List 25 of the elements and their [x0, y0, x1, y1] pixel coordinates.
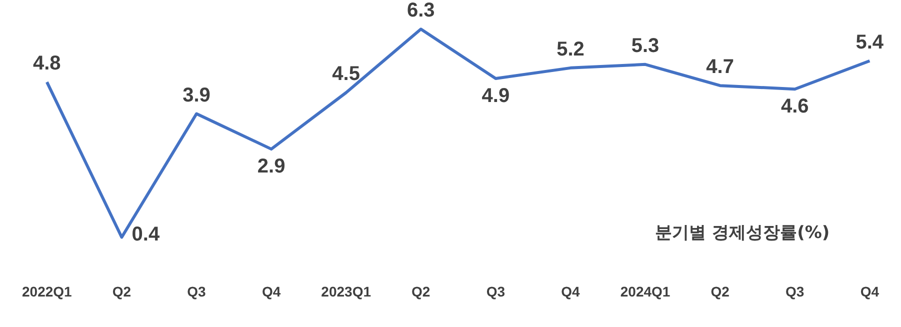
data-label: 3.9	[182, 84, 210, 106]
data-label: 4.8	[33, 52, 61, 75]
x-tick-label: Q3	[187, 283, 206, 300]
x-tick-label: 2023Q1	[321, 283, 372, 300]
x-tick-label: 2022Q1	[22, 283, 72, 300]
data-label: 5.4	[856, 31, 884, 54]
data-label: 5.3	[631, 34, 660, 57]
x-tick-label: Q3	[786, 283, 804, 300]
data-label: 2.9	[257, 156, 286, 178]
data-label: 5.2	[556, 38, 584, 60]
data-label: 4.6	[780, 96, 809, 118]
x-tick-label: Q2	[112, 283, 132, 300]
data-label: 4.9	[482, 85, 510, 108]
data-label: 0.4	[132, 224, 160, 246]
x-tick-label: Q4	[561, 283, 580, 300]
x-tick-label: Q3	[486, 283, 506, 300]
x-tick-label: Q4	[860, 283, 880, 300]
data-label: 6.3	[406, 0, 435, 22]
x-tick-label: Q4	[262, 283, 281, 300]
x-tick-label: Q2	[710, 283, 730, 300]
x-tick-label: 2024Q1	[620, 283, 670, 300]
x-tick-label: Q2	[412, 283, 430, 300]
data-label: 4.5	[332, 63, 360, 86]
annotation: 분기별 경제성장률(%)	[655, 223, 830, 244]
data-label: 4.7	[706, 56, 734, 78]
